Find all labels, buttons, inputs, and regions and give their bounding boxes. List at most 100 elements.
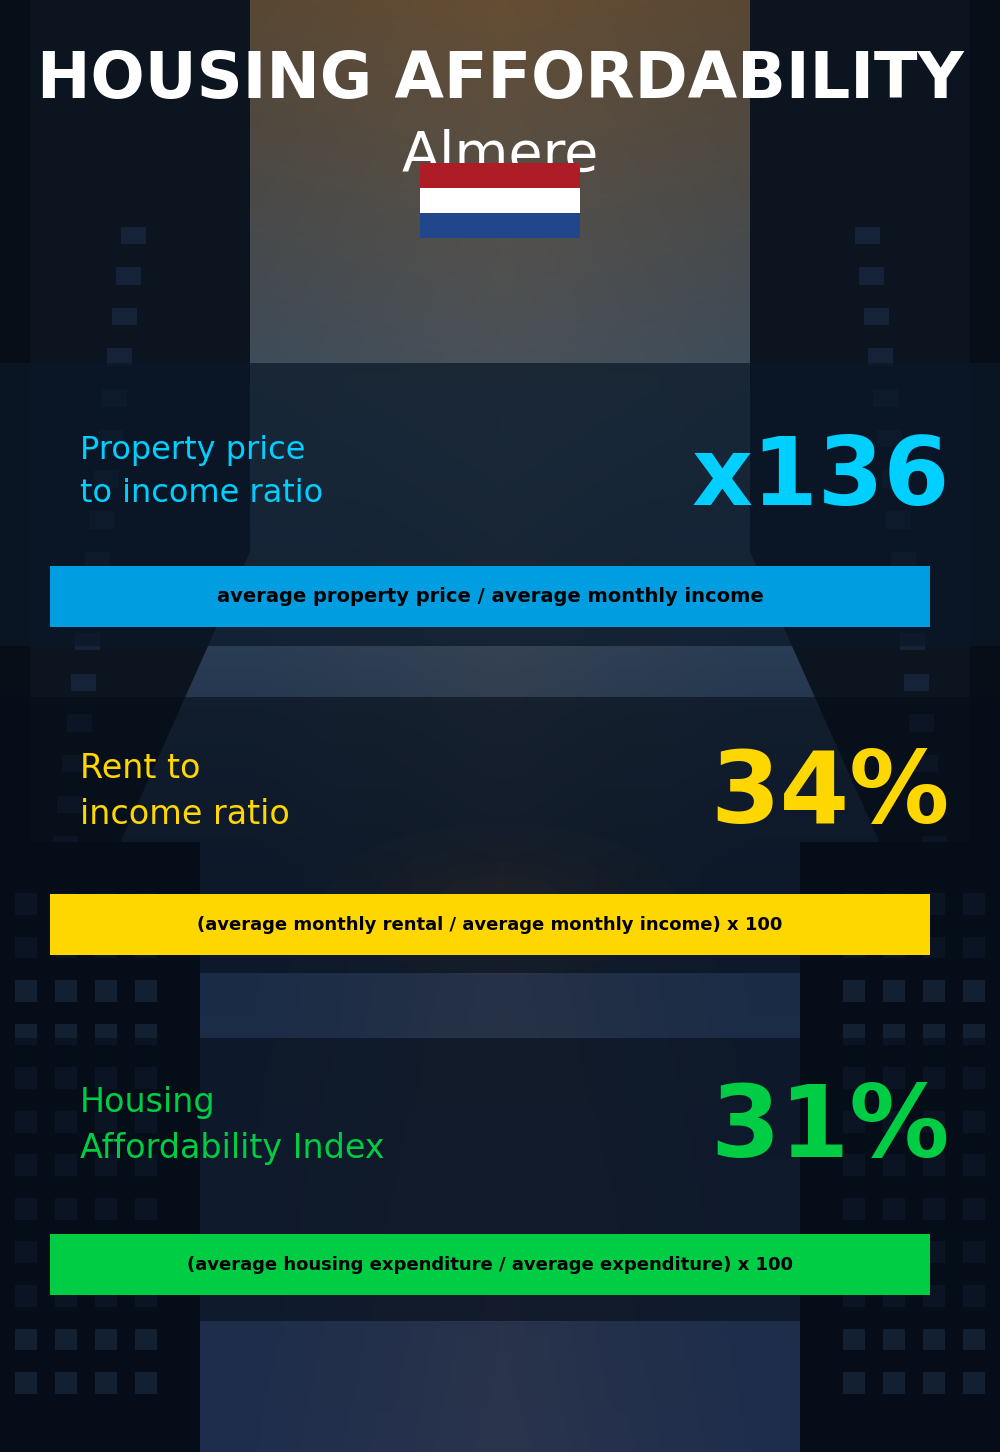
Text: 31%: 31% — [711, 1082, 950, 1178]
Bar — [843, 1372, 865, 1394]
Bar — [95, 980, 117, 1002]
Bar — [95, 1285, 117, 1307]
Bar — [95, 1329, 117, 1350]
Bar — [883, 1372, 905, 1394]
Text: HOUSING AFFORDABILITY: HOUSING AFFORDABILITY — [37, 49, 963, 110]
Bar — [15, 937, 37, 958]
Bar — [112, 308, 136, 325]
Bar — [923, 1111, 945, 1133]
Bar — [50, 894, 930, 955]
Bar — [66, 714, 92, 732]
Bar — [963, 1285, 985, 1307]
Bar — [883, 893, 905, 915]
Bar — [15, 1329, 37, 1350]
Bar — [55, 1285, 77, 1307]
Bar — [89, 511, 114, 529]
Bar — [923, 1372, 945, 1394]
Bar — [420, 213, 580, 238]
Bar — [55, 1067, 77, 1089]
Bar — [35, 999, 60, 1016]
Bar — [44, 918, 69, 935]
Bar — [102, 389, 128, 407]
Bar — [15, 893, 37, 915]
Bar — [135, 1372, 157, 1394]
Bar — [95, 1372, 117, 1394]
Bar — [883, 1111, 905, 1133]
Bar — [15, 1154, 37, 1176]
Bar — [80, 592, 105, 610]
Bar — [877, 430, 902, 447]
Bar — [923, 1067, 945, 1089]
Bar — [882, 470, 907, 488]
Bar — [120, 227, 146, 244]
Bar — [883, 1024, 905, 1045]
Bar — [62, 755, 87, 772]
Bar — [940, 999, 965, 1016]
Bar — [963, 1154, 985, 1176]
Bar — [926, 877, 952, 894]
Bar — [55, 1154, 77, 1176]
Text: Rent to
income ratio: Rent to income ratio — [80, 752, 290, 831]
Bar — [420, 163, 580, 187]
Bar — [872, 389, 898, 407]
Bar — [55, 937, 77, 958]
Bar — [135, 1198, 157, 1220]
Bar — [843, 1241, 865, 1263]
Bar — [55, 1024, 77, 1045]
Bar — [71, 674, 96, 691]
Bar — [39, 958, 64, 976]
Bar — [923, 1154, 945, 1176]
Bar — [135, 980, 157, 1002]
Bar — [84, 552, 110, 569]
Bar — [55, 1198, 77, 1220]
Bar — [923, 1024, 945, 1045]
Bar — [135, 1329, 157, 1350]
Bar — [843, 893, 865, 915]
Bar — [883, 1241, 905, 1263]
Bar — [0, 1038, 1000, 1321]
Bar — [883, 980, 905, 1002]
Bar — [15, 1285, 37, 1307]
Bar — [0, 363, 1000, 646]
Bar — [95, 1024, 117, 1045]
Bar — [95, 937, 117, 958]
Bar — [963, 1111, 985, 1133]
Bar — [55, 1111, 77, 1133]
Bar — [15, 1111, 37, 1133]
Bar — [135, 1154, 157, 1176]
Bar — [963, 1241, 985, 1263]
Bar — [963, 893, 985, 915]
Bar — [116, 267, 141, 285]
Bar — [913, 755, 938, 772]
Polygon shape — [30, 0, 250, 1045]
Bar — [15, 1067, 37, 1089]
Bar — [0, 697, 1000, 973]
Bar — [800, 842, 1000, 1452]
Bar — [15, 980, 37, 1002]
Bar — [57, 796, 82, 813]
Bar — [53, 836, 78, 854]
Bar — [48, 877, 74, 894]
Bar — [843, 1285, 865, 1307]
Bar — [95, 1067, 117, 1089]
Bar — [94, 470, 119, 488]
Bar — [854, 227, 880, 244]
Bar — [50, 566, 930, 627]
Bar — [98, 430, 123, 447]
Polygon shape — [750, 0, 970, 1045]
Bar — [843, 1198, 865, 1220]
Bar — [0, 842, 200, 1452]
Bar — [963, 1329, 985, 1350]
Bar — [135, 1285, 157, 1307]
Bar — [55, 1372, 77, 1394]
Bar — [963, 937, 985, 958]
Bar — [95, 1241, 117, 1263]
Bar — [15, 1198, 37, 1220]
Bar — [864, 308, 889, 325]
Bar — [55, 1329, 77, 1350]
Bar — [923, 1241, 945, 1263]
Bar — [50, 1234, 930, 1295]
Bar — [843, 1067, 865, 1089]
Polygon shape — [0, 0, 150, 1234]
Bar — [923, 893, 945, 915]
